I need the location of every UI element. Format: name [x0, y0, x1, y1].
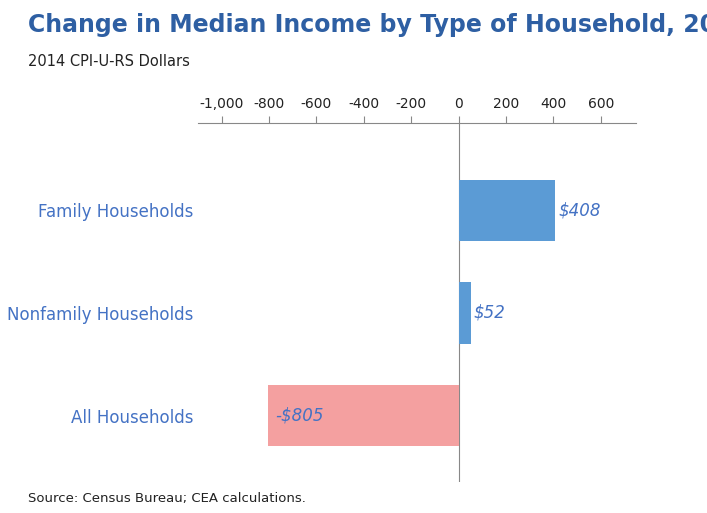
Text: -$805: -$805	[275, 406, 324, 425]
Text: 2014 CPI-U-RS Dollars: 2014 CPI-U-RS Dollars	[28, 54, 190, 69]
Bar	[459, 180, 555, 241]
Text: Source: Census Bureau; CEA calculations.: Source: Census Bureau; CEA calculations.	[28, 492, 306, 505]
Text: $52: $52	[474, 304, 506, 322]
Text: Change in Median Income by Type of Household, 2014: Change in Median Income by Type of House…	[28, 13, 707, 37]
Bar	[459, 282, 471, 344]
Bar	[268, 385, 459, 446]
Text: $408: $408	[558, 201, 601, 220]
